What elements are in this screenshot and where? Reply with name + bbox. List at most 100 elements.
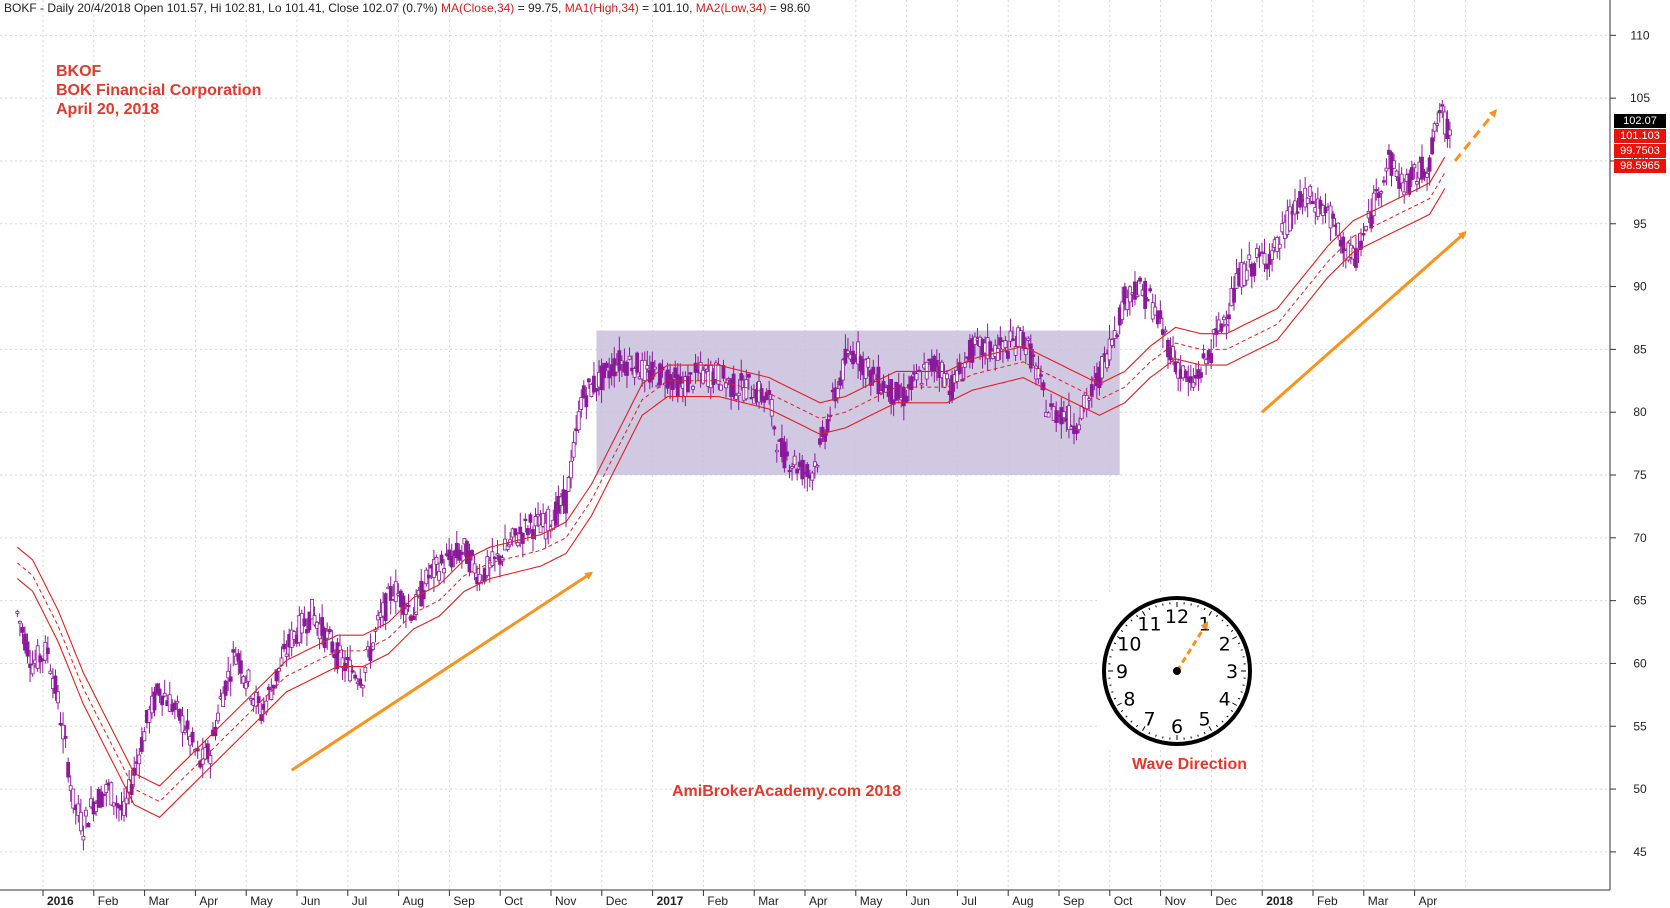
candle-body-412	[1061, 411, 1066, 419]
candle-body-296	[767, 389, 772, 395]
candle-body-18	[61, 724, 65, 740]
x-tick-label-9: Oct	[504, 894, 523, 908]
candle-body-13	[48, 670, 53, 674]
candle-body-389	[1003, 340, 1008, 349]
candle-body-440	[1133, 281, 1137, 300]
candle-body-196	[513, 528, 518, 536]
candle-body-422	[1087, 398, 1092, 401]
candle-body-106	[284, 653, 289, 657]
candle-body-258	[670, 378, 675, 391]
candle-body-253	[658, 363, 662, 386]
candle-body-393	[1013, 346, 1018, 356]
candle-body-335	[866, 358, 871, 368]
candle-body-124	[330, 641, 335, 653]
candle-body-227	[592, 375, 596, 393]
candle-body-123	[327, 629, 332, 633]
candle-body-264	[686, 375, 690, 393]
candle-body-64	[178, 709, 182, 721]
y-tick-label-7: 80	[1633, 405, 1647, 419]
candle-body-244	[635, 352, 640, 373]
candle-body-319	[825, 419, 830, 433]
price-label-ma2: 98.5965	[1614, 159, 1666, 173]
candle-body-432	[1112, 330, 1117, 339]
candle-body-221	[576, 411, 581, 431]
clock-icon: 123456789101112	[1100, 594, 1254, 748]
candle-body-259	[673, 367, 678, 378]
candle-body-218	[569, 460, 573, 479]
candle-body-539	[1384, 167, 1389, 172]
candle-body-474	[1219, 323, 1224, 332]
candle-body-149	[393, 581, 398, 603]
candle-body-84	[228, 676, 233, 682]
candle-body-79	[216, 712, 220, 722]
clock-tick-19	[1148, 732, 1151, 735]
candle-body-55	[155, 683, 159, 694]
candle-body-24	[76, 803, 81, 816]
candle-body-122	[325, 630, 330, 639]
candle-body-513	[1318, 200, 1323, 209]
header-symbol-info: BOKF - Daily 20/4/2018 Open 101.57, Hi 1…	[4, 1, 438, 15]
candle-body-535	[1374, 189, 1379, 192]
candle-body-497	[1277, 243, 1282, 249]
candle-body-317	[820, 426, 825, 437]
candle-body-136	[360, 684, 365, 689]
candle-body-354	[914, 373, 919, 381]
candle-body-117	[312, 615, 317, 626]
candle-body-26	[81, 835, 86, 841]
x-tick-label-19: Aug	[1012, 894, 1033, 908]
y-tick-label-10: 95	[1633, 217, 1647, 231]
candle-body-87	[236, 653, 241, 662]
candle-body-336	[868, 370, 873, 386]
chart-annotation-title: BKOF BOK Financial Corporation April 20,…	[56, 62, 261, 119]
candle-body-16	[56, 691, 60, 704]
candle-body-83	[226, 670, 231, 679]
candle-body-436	[1122, 286, 1127, 305]
candle-body-271	[703, 365, 708, 370]
candle-body-383	[988, 341, 993, 357]
candle-body-347	[896, 384, 901, 399]
candle-body-315	[815, 465, 820, 468]
candle-body-282	[731, 373, 736, 397]
candle-body-323	[835, 388, 840, 399]
clock-tick-53	[1226, 624, 1229, 627]
candle-body-12	[45, 647, 50, 654]
candle-body-33	[99, 791, 104, 808]
candle-body-2	[20, 627, 25, 633]
candle-body-306	[792, 455, 797, 466]
candle-body-0	[15, 611, 20, 614]
x-tick-label-4: May	[250, 894, 273, 908]
candle-body-25	[78, 811, 83, 832]
candle-body-89	[241, 676, 246, 684]
candle-body-69	[190, 731, 195, 743]
candle-body-534	[1371, 192, 1376, 217]
candle-body-313	[810, 472, 815, 481]
candle-body-219	[571, 442, 576, 458]
price-label-ma: 99.7503	[1614, 144, 1666, 158]
candle-body-113	[302, 618, 307, 626]
candle-body-115	[307, 611, 312, 631]
candle-body-164	[432, 559, 436, 578]
candle-body-548	[1407, 173, 1412, 195]
x-tick-label-12: 2017	[657, 894, 684, 908]
candle-body-318	[823, 432, 827, 442]
clock-numeral-7: 7	[1143, 709, 1155, 731]
clock-numeral-5: 5	[1198, 709, 1210, 731]
clock-tick-37	[1125, 624, 1128, 627]
candle-body-435	[1120, 301, 1125, 321]
clock-tick-11	[1203, 732, 1206, 735]
candle-body-189	[495, 553, 500, 556]
candle-body-427	[1100, 356, 1104, 379]
candle-body-510	[1310, 200, 1315, 205]
candle-body-175	[459, 551, 464, 555]
candle-body-228	[594, 388, 599, 392]
x-tick-label-21: Oct	[1114, 894, 1133, 908]
candle-body-19	[63, 736, 68, 739]
candle-body-463	[1191, 381, 1196, 388]
candle-body-392	[1011, 338, 1015, 341]
clock-tick-49	[1203, 607, 1206, 610]
candle-body-241	[627, 355, 632, 360]
trend-arrow-0	[290, 571, 594, 772]
clock-tick-36	[1120, 630, 1124, 633]
candle-body-557	[1430, 137, 1435, 155]
candle-body-154	[406, 605, 411, 608]
